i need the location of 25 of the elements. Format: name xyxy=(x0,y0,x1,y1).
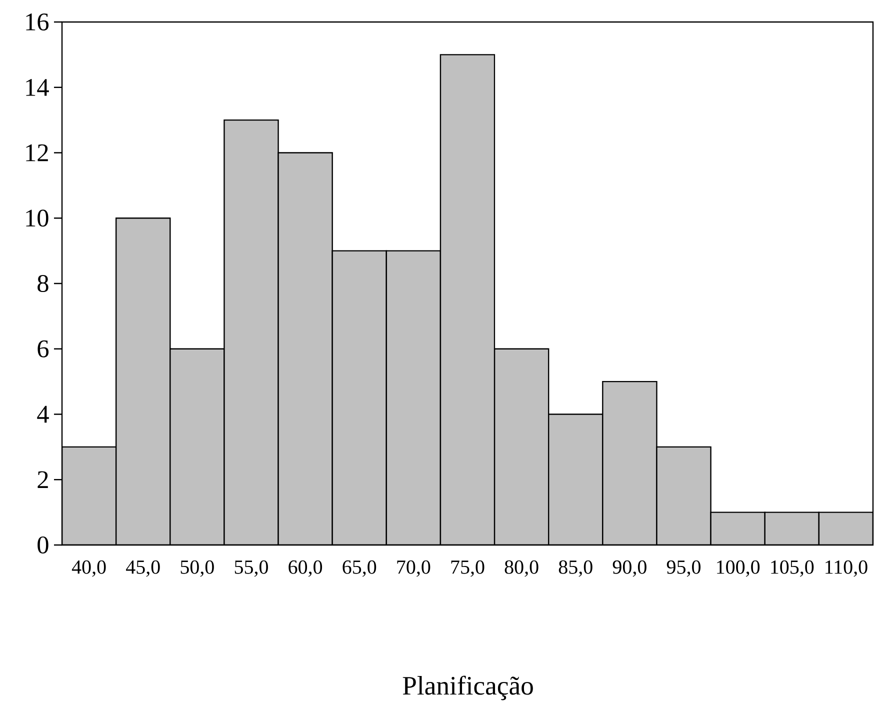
x-tick-label: 75,0 xyxy=(451,560,484,577)
y-tick-label: 14 xyxy=(26,79,49,96)
x-tick-label: 55,0 xyxy=(234,560,268,577)
x-tick-label: 60,0 xyxy=(288,560,322,577)
y-tick-label: 2 xyxy=(38,471,48,488)
y-tick-label: 10 xyxy=(26,210,48,227)
x-tick-label: 90,0 xyxy=(612,560,646,577)
x-tick-label: 40,0 xyxy=(72,560,106,577)
y-tick-label: 6 xyxy=(38,340,49,358)
y-tick-label: 4 xyxy=(37,406,49,423)
y-tick-label: 12 xyxy=(26,144,48,162)
x-tick-label: 70,0 xyxy=(397,560,430,577)
x-tick-label: 105,0 xyxy=(771,560,814,577)
x-tick-label: 80,0 xyxy=(504,560,538,577)
y-tick-label: 16 xyxy=(26,13,49,31)
x-tick-label: 85,0 xyxy=(558,560,592,577)
x-axis-title: Planificação xyxy=(402,676,533,700)
y-tick-label: 0 xyxy=(38,536,48,554)
x-tick-label: 110,0 xyxy=(826,560,868,577)
x-tick-label: 100,0 xyxy=(717,560,760,577)
x-tick-label: 45,0 xyxy=(126,560,160,577)
y-tick-label: 8 xyxy=(38,274,48,292)
x-tick-label: 50,0 xyxy=(180,560,214,577)
x-tick-label: 95,0 xyxy=(666,560,700,577)
x-tick-label: 65,0 xyxy=(342,560,376,577)
